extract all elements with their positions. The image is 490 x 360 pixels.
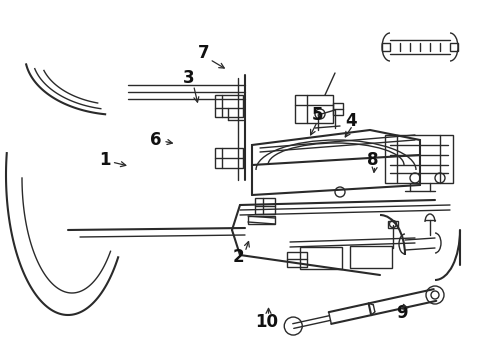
Text: 10: 10 bbox=[256, 313, 278, 331]
Bar bbox=[385, 135, 453, 183]
Bar bbox=[382, 43, 390, 51]
Text: 4: 4 bbox=[345, 112, 357, 130]
Bar bbox=[295, 95, 333, 123]
Bar bbox=[450, 43, 458, 51]
Text: 7: 7 bbox=[197, 44, 209, 62]
Bar bbox=[215, 148, 243, 168]
Bar bbox=[333, 103, 343, 115]
Text: 6: 6 bbox=[150, 131, 162, 149]
Text: 5: 5 bbox=[311, 106, 323, 124]
Bar bbox=[255, 198, 275, 214]
Bar bbox=[388, 221, 398, 228]
Text: 8: 8 bbox=[367, 151, 378, 169]
Text: 1: 1 bbox=[99, 151, 111, 169]
Text: 9: 9 bbox=[396, 304, 408, 322]
Bar bbox=[300, 247, 342, 269]
Bar bbox=[215, 95, 243, 117]
Text: 3: 3 bbox=[183, 69, 195, 87]
Bar bbox=[287, 252, 307, 267]
Bar bbox=[248, 216, 275, 224]
Bar bbox=[350, 246, 392, 268]
Text: 2: 2 bbox=[233, 248, 245, 266]
